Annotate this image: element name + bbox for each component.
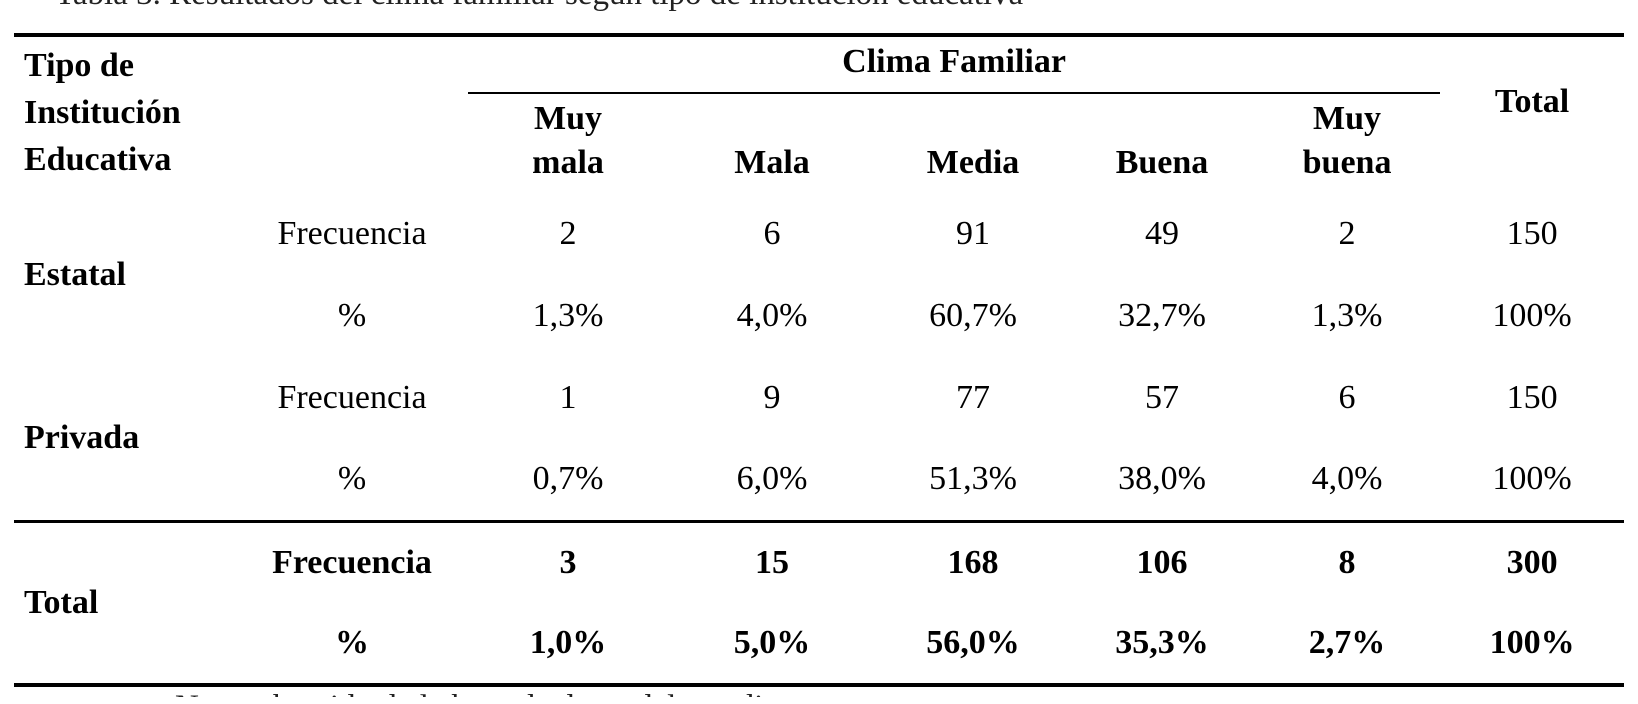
freq-cell: 6: [1338, 379, 1356, 417]
pct-cell: 56,0%: [926, 624, 1020, 662]
freq-cell: 6: [763, 215, 781, 253]
pct-cell: 32,7%: [1118, 297, 1206, 335]
pct-cell: 1,3%: [1311, 297, 1383, 335]
measure-label: %: [337, 297, 367, 335]
measure-label: %: [337, 460, 367, 498]
pct-cell: 2,7%: [1308, 624, 1386, 662]
freq-cell: 1: [559, 379, 577, 417]
column-header-media: Media: [926, 143, 1020, 181]
freq-cell: 91: [956, 215, 991, 253]
pct-cell: 35,3%: [1115, 624, 1209, 662]
column-header-mala: Mala: [734, 143, 810, 181]
freq-cell: 2: [1338, 215, 1356, 253]
pct-cell: 4,0%: [1311, 460, 1383, 498]
freq-cell: 77: [956, 379, 991, 417]
clipped-table-note-text: Nota: obtenido de la base de datos del e…: [0, 689, 1638, 697]
column-header-buena: Buena: [1115, 143, 1209, 181]
freq-cell: 57: [1145, 379, 1180, 417]
pct-cell: 0,7%: [532, 460, 604, 498]
freq-cell-total: 150: [1506, 215, 1558, 253]
table-row-total-porcentaje: % 1,0% 5,0% 56,0% 35,3% 2,7% 100%: [14, 603, 1624, 685]
measure-label: Frecuencia: [236, 519, 469, 603]
freq-cell: 2: [559, 215, 577, 253]
pct-cell: 51,3%: [929, 460, 1017, 498]
pct-cell: 5,0%: [733, 624, 811, 662]
pct-cell: 60,7%: [929, 297, 1017, 335]
column-header-muy-buena: Muy buena: [1302, 99, 1392, 181]
freq-cell-total: 300: [1440, 519, 1625, 603]
freq-cell: 106: [1070, 519, 1255, 603]
pct-cell: 4,0%: [736, 297, 808, 335]
crosstab-clima-familiar: Tipo de Institución Educativa Clima Fami…: [14, 33, 1625, 687]
pct-cell: 1,3%: [532, 297, 604, 335]
table-row-total-frecuencia: Total Frecuencia 3 15 168 106 8 300: [14, 519, 1625, 685]
measure-label: %: [335, 624, 369, 662]
table-row-estatal-frecuencia: Estatal Frecuencia 2 6 91 49 2 150: [14, 193, 1624, 293]
table-row-estatal-porcentaje: % 1,3% 4,0% 60,7% 32,7% 1,3% 100%: [14, 275, 1624, 357]
header-row-group: Tipo de Institución Educativa Clima Fami…: [14, 35, 1624, 178]
freq-cell: 168: [876, 519, 1071, 603]
column-header-muy-mala: Muy mala: [532, 99, 604, 181]
pct-cell: 38,0%: [1118, 460, 1206, 498]
measure-label: Frecuencia: [277, 379, 427, 417]
column-header-total: Total: [1494, 83, 1570, 120]
pct-cell-total: 100%: [1489, 624, 1575, 662]
measure-label: Frecuencia: [277, 215, 427, 253]
freq-cell: 15: [668, 519, 877, 603]
freq-cell: 9: [763, 379, 781, 417]
pct-cell: 6,0%: [736, 460, 808, 498]
row-label-privada: Privada: [24, 419, 140, 457]
pct-cell-total: 100%: [1492, 460, 1572, 498]
clipped-table-caption: Tabla 3. Resultados del clima familiar s…: [0, 0, 1638, 33]
freq-cell-total: 150: [1506, 379, 1558, 417]
corner-header-tipo-institucion: Tipo de Institución Educativa: [24, 47, 181, 178]
row-label-total: Total: [14, 519, 236, 685]
freq-cell: 3: [468, 519, 669, 603]
pct-cell: 1,0%: [529, 624, 607, 662]
clipped-table-caption-text: Tabla 3. Resultados del clima familiar s…: [0, 0, 1638, 13]
group-header-clima-familiar: Clima Familiar: [468, 35, 1441, 94]
row-label-estatal: Estatal: [24, 256, 126, 294]
clipped-table-note: Nota: obtenido de la base de datos del e…: [0, 687, 1638, 697]
table-row-privada-frecuencia: Privada Frecuencia 1 9 77 57 6 150: [14, 357, 1624, 456]
freq-cell: 8: [1254, 519, 1441, 603]
table-row-privada-porcentaje: % 0,7% 6,0% 51,3% 38,0% 4,0% 100%: [14, 439, 1624, 521]
header-row-categories: Muy mala Mala Media Buena Muy buena: [14, 93, 1624, 193]
pct-cell-total: 100%: [1492, 297, 1572, 335]
freq-cell: 49: [1145, 215, 1180, 253]
